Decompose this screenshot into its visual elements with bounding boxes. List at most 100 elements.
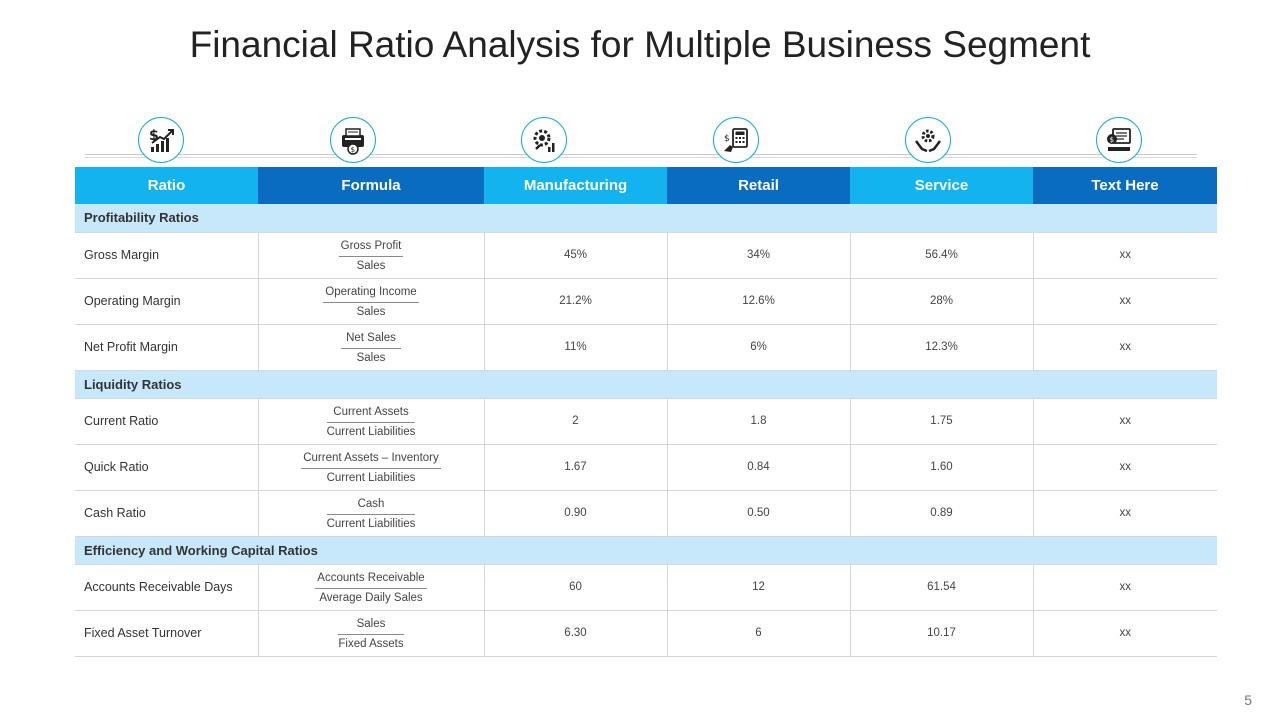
text-here-value: xx xyxy=(1033,232,1217,279)
ratio-name: Fixed Asset Turnover xyxy=(75,610,259,657)
section-title: Liquidity Ratios xyxy=(75,370,1217,399)
section-title: Efficiency and Working Capital Ratios xyxy=(75,536,1217,565)
formula-cell: Cash Current Liabilities xyxy=(258,490,485,537)
fraction-bar xyxy=(323,301,419,303)
page-title: Financial Ratio Analysis for Multiple Bu… xyxy=(189,24,1091,65)
retail-value: 12.6% xyxy=(667,278,851,325)
text-here-value: xx xyxy=(1033,398,1217,445)
text-here-value: xx xyxy=(1033,278,1217,325)
fraction-bar xyxy=(326,513,416,515)
settings-chart-icon xyxy=(521,117,567,163)
formula-numerator: Operating Income xyxy=(325,285,417,298)
formula-fraction: Sales Fixed Assets xyxy=(338,617,404,651)
manufacturing-value: 1.67 xyxy=(484,444,668,491)
fraction-bar xyxy=(301,467,441,469)
ratio-table: Ratio Formula Manufacturing Retail Servi… xyxy=(75,167,1217,657)
fraction-bar xyxy=(315,587,427,589)
divider-line xyxy=(85,157,1197,158)
formula-numerator: Current Assets – Inventory xyxy=(303,451,439,464)
page-number: 5 xyxy=(1244,692,1252,708)
formula-cell: Current Assets Current Liabilities xyxy=(258,398,485,445)
manufacturing-value: 21.2% xyxy=(484,278,668,325)
table-row: Current Ratio Current Assets Current Liabi… xyxy=(75,398,1217,445)
formula-fraction: Net Sales Sales xyxy=(341,332,401,365)
formula-denominator: Sales xyxy=(356,259,386,272)
fraction-bar xyxy=(326,421,416,423)
table-row: Operating Margin Operating Income Sales 21.… xyxy=(75,278,1217,325)
formula-denominator: Sales xyxy=(356,351,386,364)
ratio-name: Operating Margin xyxy=(75,278,259,325)
service-value: 1.75 xyxy=(850,398,1034,445)
formula-fraction: Operating Income Sales xyxy=(323,285,419,319)
fraction-bar xyxy=(338,633,404,635)
retail-value: 12 xyxy=(667,564,851,611)
formula-denominator: Current Liabilities xyxy=(326,517,416,530)
section-row: Profitability Ratios xyxy=(75,204,1217,233)
formula-denominator: Current Liabilities xyxy=(326,425,416,438)
header-text-here: Text Here xyxy=(1033,167,1217,204)
ratio-name: Quick Ratio xyxy=(75,444,259,491)
formula-fraction: Cash Current Liabilities xyxy=(326,497,416,531)
header-ratio: Ratio xyxy=(75,167,258,204)
divider-line xyxy=(85,154,1197,155)
dollar-growth-icon: $ xyxy=(138,117,184,163)
monitor-money-icon: $ xyxy=(1096,117,1142,163)
formula-cell: Sales Fixed Assets xyxy=(258,610,485,657)
table-body: Profitability Ratios Gross Margin Gross Pr… xyxy=(75,204,1217,657)
formula-numerator: Current Assets xyxy=(333,405,409,418)
retail-value: 1.8 xyxy=(667,398,851,445)
svg-text:$: $ xyxy=(724,134,730,144)
formula-numerator: Accounts Receivable xyxy=(317,571,425,584)
manufacturing-value: 0.90 xyxy=(484,490,668,537)
svg-text:$: $ xyxy=(351,146,355,154)
retail-value: 0.84 xyxy=(667,444,851,491)
formula-numerator: Net Sales xyxy=(346,331,396,344)
formula-denominator: Fixed Assets xyxy=(338,637,404,650)
cash-register-icon: $ xyxy=(330,117,376,163)
formula-numerator: Gross Profit xyxy=(340,239,402,252)
ratio-name: Current Ratio xyxy=(75,398,259,445)
fraction-bar xyxy=(338,255,404,257)
formula-numerator: Cash xyxy=(357,497,385,510)
formula-fraction: Current Assets Current Liabilities xyxy=(326,405,416,439)
formula-cell: Operating Income Sales xyxy=(258,278,485,325)
manufacturing-value: 11% xyxy=(484,324,668,371)
header-manufacturing: Manufacturing xyxy=(484,167,667,204)
text-here-value: xx xyxy=(1033,490,1217,537)
service-value: 12.3% xyxy=(850,324,1034,371)
manufacturing-value: 6.30 xyxy=(484,610,668,657)
service-value: 1.60 xyxy=(850,444,1034,491)
ratio-name: Net Profit Margin xyxy=(75,324,259,371)
retail-value: 0.50 xyxy=(667,490,851,537)
svg-text:$: $ xyxy=(1110,136,1114,144)
text-here-value: xx xyxy=(1033,564,1217,611)
manufacturing-value: 60 xyxy=(484,564,668,611)
formula-numerator: Sales xyxy=(356,617,386,630)
text-here-value: xx xyxy=(1033,610,1217,657)
manufacturing-value: 45% xyxy=(484,232,668,279)
fraction-bar xyxy=(341,347,401,349)
calculator-hand-icon: $ xyxy=(713,117,759,163)
icon-band: $ $ $ $ xyxy=(75,116,1217,166)
header-service: Service xyxy=(850,167,1033,204)
formula-fraction: Accounts Receivable Average Daily Sales xyxy=(315,571,427,605)
table-row: Gross Margin Gross Profit Sales 45% 34% 56.4%… xyxy=(75,232,1217,279)
text-here-value: xx xyxy=(1033,324,1217,371)
formula-denominator: Current Liabilities xyxy=(326,471,416,484)
text-here-value: xx xyxy=(1033,444,1217,491)
service-value: 56.4% xyxy=(850,232,1034,279)
formula-cell: Current Assets – Inventory Current Liabil… xyxy=(258,444,485,491)
table-row: Net Profit Margin Net Sales Sales 11% 6% 12.3… xyxy=(75,324,1217,371)
formula-cell: Gross Profit Sales xyxy=(258,232,485,279)
section-row: Liquidity Ratios xyxy=(75,370,1217,399)
ratio-name: Cash Ratio xyxy=(75,490,259,537)
formula-denominator: Average Daily Sales xyxy=(319,591,423,604)
section-row: Efficiency and Working Capital Ratios xyxy=(75,536,1217,565)
manufacturing-value: 2 xyxy=(484,398,668,445)
service-value: 61.54 xyxy=(850,564,1034,611)
table-header-row: Ratio Formula Manufacturing Retail Servi… xyxy=(75,167,1217,204)
formula-cell: Net Sales Sales xyxy=(258,324,485,371)
service-value: 28% xyxy=(850,278,1034,325)
service-value: 10.17 xyxy=(850,610,1034,657)
section-title: Profitability Ratios xyxy=(75,204,1217,233)
